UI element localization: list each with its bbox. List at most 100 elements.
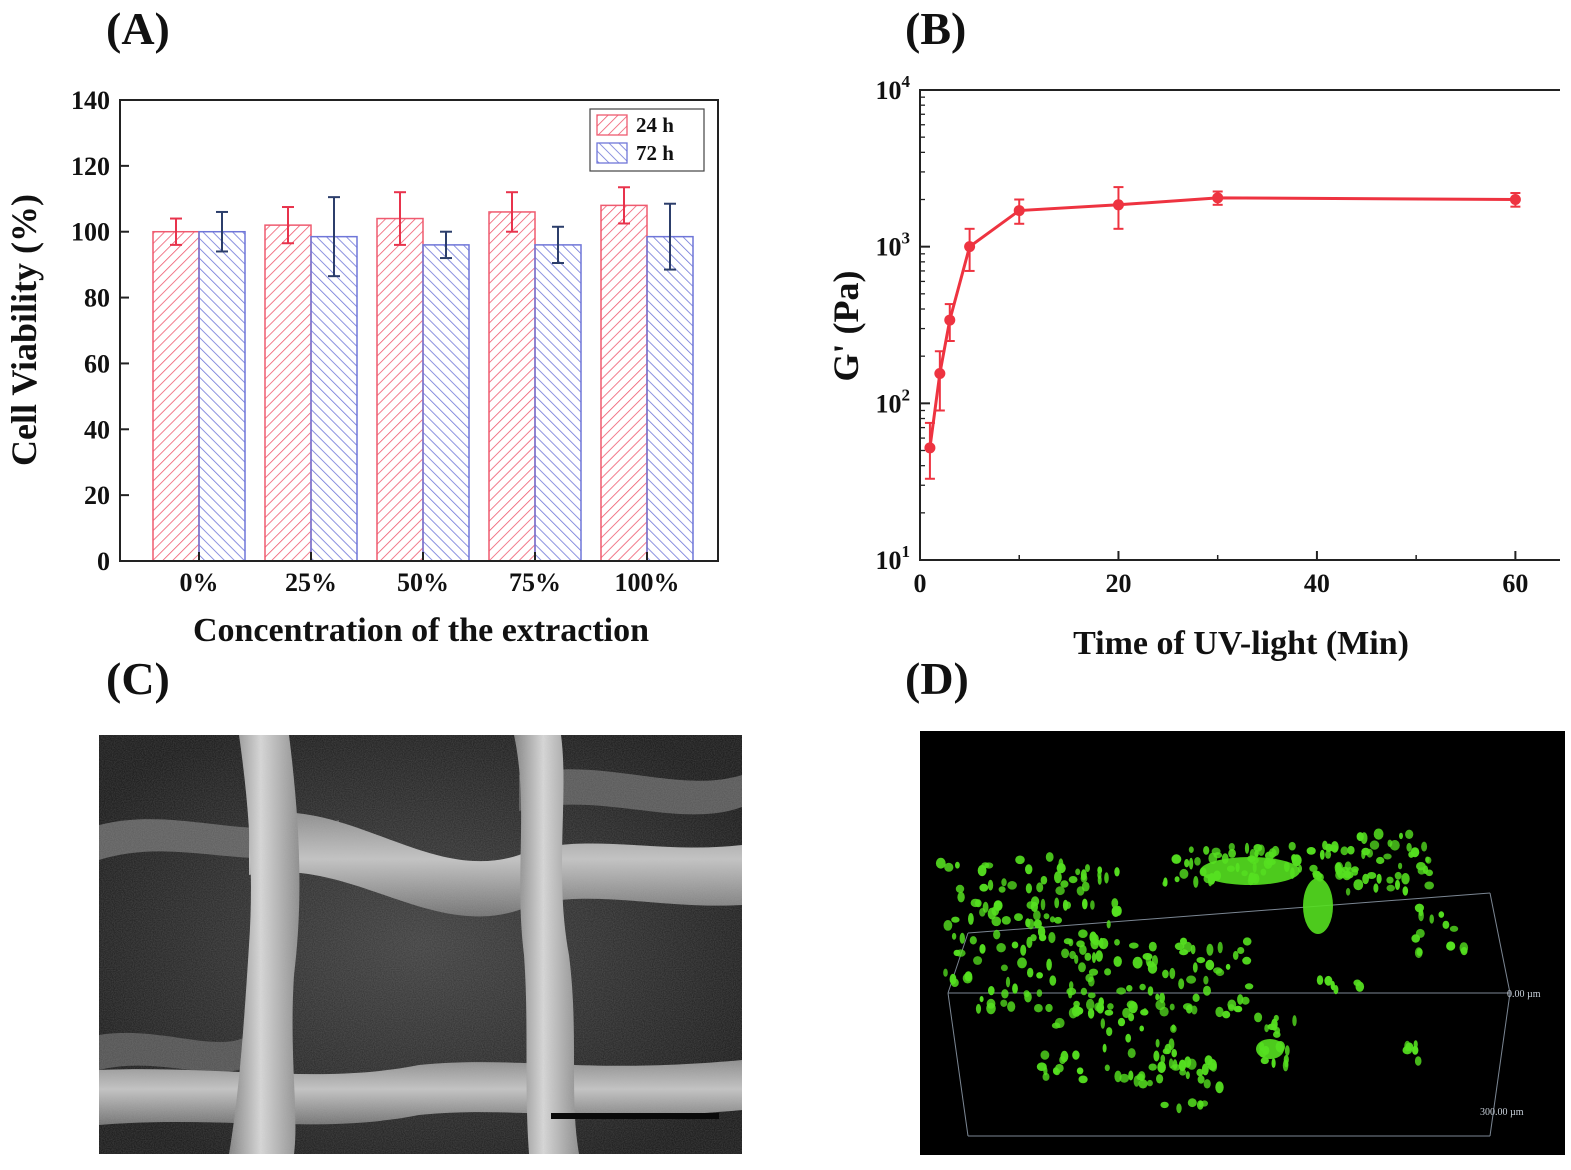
cell (1189, 857, 1194, 870)
cell (1373, 883, 1379, 893)
cell (1342, 870, 1352, 881)
cell (1156, 1074, 1164, 1084)
cell (1227, 999, 1237, 1010)
cell (1087, 992, 1096, 999)
legend-swatch-1 (596, 142, 628, 164)
cell-viability-bar-chart: 0 20 40 60 80 100 120 140 0% 25% 50% 75% 100% 24 h 72… (4, 86, 719, 649)
cell (1395, 879, 1400, 890)
cell (1087, 1008, 1095, 1019)
cell (1242, 956, 1252, 965)
cell (1040, 1050, 1050, 1060)
legend-label-0: 24 h (636, 113, 674, 137)
sem-scaffold-image (99, 735, 742, 1154)
cell (1414, 903, 1424, 913)
cell (1237, 947, 1245, 954)
cell (979, 883, 989, 892)
cell (1033, 919, 1042, 929)
storage-modulus-line-chart: 0 20 40 60 101 102 103 104 G' (Pa) Time of UV-l… (826, 72, 1560, 662)
depth-label-bottom: 300.00 µm (1480, 1107, 1524, 1118)
cell (1292, 1015, 1297, 1027)
cell (1104, 872, 1109, 884)
cell (951, 916, 960, 923)
cell (1203, 985, 1211, 996)
cell (1233, 1005, 1243, 1013)
chart-b-ytick-label: 104 (876, 72, 911, 105)
cell (1060, 1050, 1069, 1063)
cell (1325, 850, 1332, 859)
cell (1284, 1045, 1290, 1056)
cell (1232, 950, 1239, 960)
cell (969, 936, 977, 945)
cell (1111, 898, 1119, 909)
cell (1153, 1050, 1160, 1062)
confocal-3d-image: 0.00 µm 300.00 µm (920, 731, 1565, 1155)
cell (1011, 941, 1019, 949)
chart-b-ytick-label: 103 (876, 229, 911, 262)
chart-b-ytick-label: 102 (876, 385, 911, 418)
cell (987, 879, 994, 891)
cell (1155, 993, 1160, 1001)
cell (1459, 942, 1469, 954)
chart-a-ytick-label: 140 (71, 86, 110, 115)
cell (1169, 967, 1176, 980)
cell (955, 861, 960, 869)
cell (1193, 876, 1199, 888)
cell (1412, 1045, 1419, 1055)
cell (1045, 852, 1054, 862)
cell (1205, 959, 1215, 971)
cell (1058, 858, 1064, 871)
cell (1210, 1062, 1217, 1072)
bar-24h-2 (376, 217, 424, 562)
cell (1196, 1068, 1204, 1077)
cell (1386, 884, 1395, 892)
cell (1007, 881, 1017, 890)
cell (1091, 952, 1097, 964)
cell (1254, 1012, 1263, 1023)
cell (1025, 864, 1033, 875)
cell (1330, 841, 1339, 853)
cell (1097, 866, 1103, 874)
cell-cluster (1200, 857, 1300, 885)
cell (1241, 996, 1250, 1005)
cell (984, 862, 994, 869)
cell (1369, 840, 1380, 850)
cell (1191, 1005, 1198, 1015)
cell (959, 932, 965, 944)
cell (1322, 840, 1328, 850)
chart-a-ytick-label: 120 (71, 152, 110, 181)
cell (1192, 993, 1200, 1002)
cell (1376, 873, 1382, 884)
cell (1086, 998, 1095, 1011)
cell (979, 944, 986, 954)
cell (1196, 957, 1206, 964)
cell (1043, 913, 1050, 920)
cell (1203, 975, 1209, 985)
cell (982, 901, 989, 913)
cell (1203, 846, 1210, 855)
cell (1309, 864, 1318, 872)
cell (998, 886, 1006, 893)
cell (1399, 832, 1403, 840)
cell (1076, 1067, 1084, 1075)
cell (1107, 1003, 1114, 1010)
cell (1324, 975, 1333, 986)
chart-a-xtick-label: 0% (180, 568, 219, 597)
cell (1151, 955, 1158, 967)
cell (1068, 938, 1074, 947)
cell (1023, 990, 1030, 998)
chart-a-xtick-label: 25% (285, 568, 337, 597)
cell (1291, 854, 1302, 867)
chart-b-ytick-label: 101 (876, 542, 911, 575)
cell (1267, 1023, 1277, 1031)
cell (1078, 962, 1086, 973)
cell (1179, 868, 1189, 879)
cell (949, 973, 957, 985)
cell (1014, 913, 1023, 921)
cell (951, 932, 957, 940)
cell (1416, 862, 1426, 871)
cell (1007, 1001, 1016, 1012)
cell (1072, 1050, 1080, 1060)
chart-b-xlabel: Time of UV-light (Min) (1073, 625, 1409, 662)
cell (1000, 999, 1008, 1007)
cell (1027, 967, 1034, 978)
